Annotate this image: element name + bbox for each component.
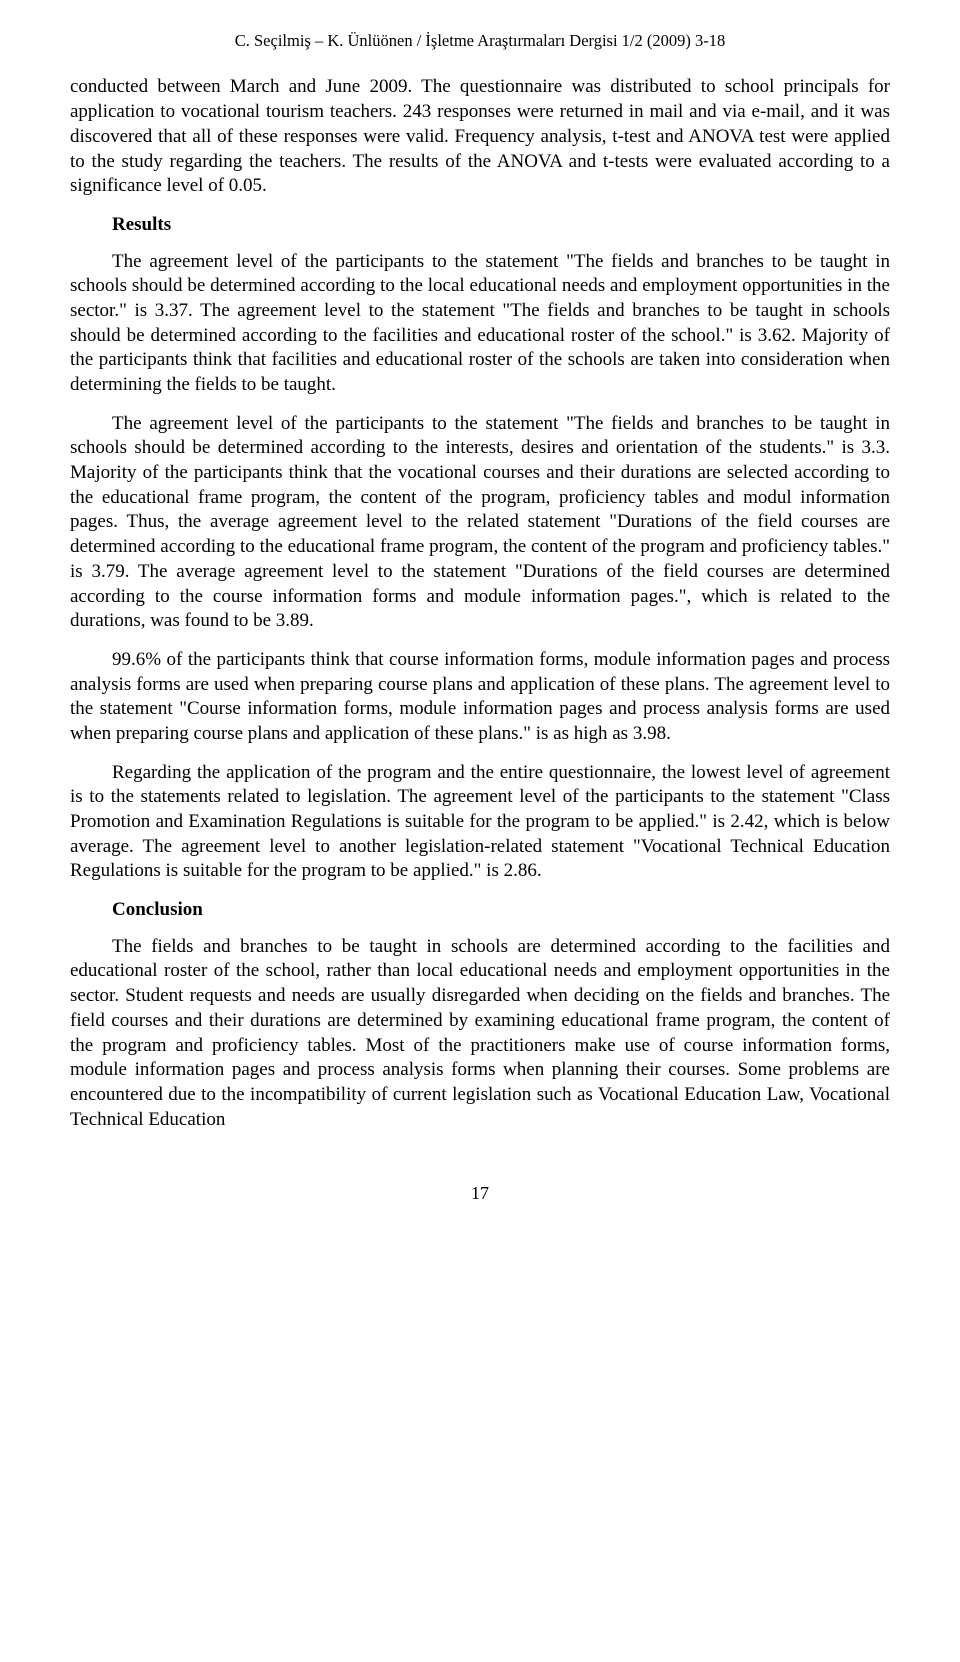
running-header: C. Seçilmiş – K. Ünlüönen / İşletme Araş… [70,30,890,51]
body-paragraph-1: conducted between March and June 2009. T… [70,75,890,198]
body-paragraph-5: Regarding the application of the program… [70,761,890,884]
section-heading-results: Results [70,213,890,238]
page-number: 17 [70,1182,890,1205]
body-paragraph-4: 99.6% of the participants think that cou… [70,648,890,747]
body-paragraph-3: The agreement level of the participants … [70,412,890,634]
body-paragraph-2: The agreement level of the participants … [70,250,890,398]
section-heading-conclusion: Conclusion [70,898,890,923]
body-paragraph-6: The fields and branches to be taught in … [70,935,890,1133]
